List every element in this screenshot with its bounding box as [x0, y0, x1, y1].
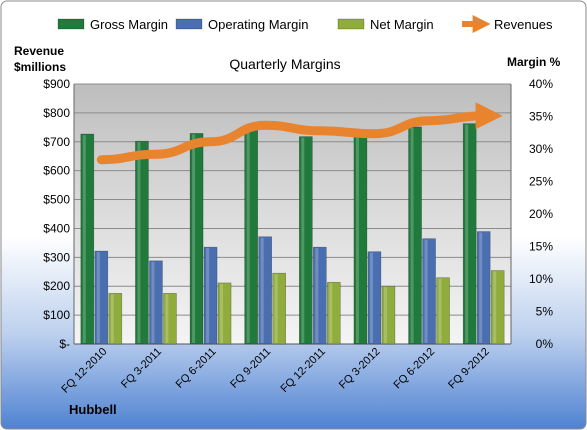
bar-gross-margin	[80, 133, 95, 345]
bar-highlight	[479, 232, 483, 343]
left-tick-label: $700	[43, 135, 70, 149]
right-tick-label: 30%	[529, 142, 553, 156]
bar-highlight	[465, 124, 469, 344]
legend-swatch	[175, 18, 203, 30]
bar-gross-margin	[353, 134, 368, 345]
bar-gross-margin	[299, 136, 313, 345]
bar-highlight	[206, 248, 210, 343]
revenue-point	[264, 124, 266, 126]
right-tick-label: 25%	[529, 175, 553, 189]
left-tick-label: $100	[43, 308, 70, 322]
chart-title: Quarterly Margins	[229, 56, 340, 72]
bar-net-margin	[163, 292, 177, 345]
bar-highlight	[192, 134, 196, 343]
bar-highlight	[493, 271, 497, 343]
bar-operating-margin	[203, 246, 218, 345]
bar-highlight	[355, 135, 359, 343]
right-tick-label: 10%	[529, 272, 553, 286]
revenue-line-path	[96, 102, 503, 165]
bar-net-margin	[327, 281, 341, 345]
bar-highlight	[315, 248, 319, 343]
bar-net-margin	[108, 292, 123, 345]
right-tick-label: 5%	[536, 305, 554, 319]
legend-swatch	[337, 18, 365, 30]
legend-label: Net Margin	[370, 17, 434, 32]
bar-highlight	[151, 261, 155, 343]
right-tick-label: 35%	[529, 110, 553, 124]
bar-highlight	[96, 252, 100, 343]
right-tick-label: 40%	[529, 77, 553, 91]
bar-gross-margin	[189, 133, 204, 345]
bar-net-margin	[381, 285, 396, 345]
bar-highlight	[329, 283, 333, 343]
left-tick-label: $800	[43, 106, 70, 120]
bar-highlight	[424, 239, 428, 343]
left-tick-label: $300	[43, 250, 70, 264]
left-tick-label: $-	[59, 337, 70, 351]
revenue-point	[210, 141, 212, 143]
bar-highlight	[220, 283, 224, 343]
right-tick-label: 0%	[536, 337, 554, 351]
bar-highlight	[110, 294, 114, 343]
bar-gross-margin	[408, 126, 422, 345]
bar-operating-margin	[476, 231, 491, 345]
left-tick-label: $200	[43, 279, 70, 293]
bar-highlight	[438, 278, 442, 343]
bar-operating-margin	[94, 250, 109, 345]
bar-net-margin	[272, 272, 286, 345]
bar-highlight	[137, 142, 141, 343]
bar-operating-margin	[258, 236, 272, 345]
revenue-point	[100, 159, 102, 161]
bar-highlight	[82, 135, 86, 343]
company-label: Hubbell	[69, 402, 117, 417]
bar-highlight	[383, 287, 387, 343]
bar-highlight	[260, 237, 264, 343]
bar-net-margin	[490, 270, 505, 345]
legend-label: Gross Margin	[90, 17, 168, 32]
legend-label: Operating Margin	[208, 17, 308, 32]
left-tick-label: $400	[43, 221, 70, 235]
bar-series	[80, 123, 505, 345]
left-tick-label: $900	[43, 77, 70, 91]
bar-gross-margin	[462, 123, 477, 345]
left-axis-label-line1: Revenue	[14, 44, 64, 58]
bar-operating-margin	[367, 251, 382, 345]
left-tick-label: $600	[43, 164, 70, 178]
bar-gross-margin	[244, 129, 258, 345]
right-tick-label: 20%	[529, 207, 553, 221]
bar-highlight	[410, 127, 414, 344]
revenue-point	[428, 120, 430, 122]
revenue-point	[319, 130, 321, 132]
revenue-line	[96, 102, 503, 165]
left-axis-label-line2: $millions	[14, 60, 66, 74]
legend: Gross Margin Operating Margin Net Margin Re…	[57, 15, 553, 33]
legend-label: Revenues	[494, 17, 553, 32]
right-tick-label: 15%	[529, 240, 553, 254]
bar-highlight	[246, 130, 250, 343]
left-tick-label: $500	[43, 193, 70, 207]
bar-highlight	[165, 294, 169, 343]
bar-operating-margin	[313, 246, 327, 345]
bar-highlight	[274, 274, 278, 343]
bar-operating-margin	[149, 260, 163, 345]
bar-highlight	[301, 137, 305, 343]
bar-highlight	[369, 252, 373, 343]
bar-net-margin	[436, 277, 450, 345]
bar-net-margin	[217, 282, 232, 345]
legend-swatch	[57, 18, 85, 30]
revenue-point	[155, 153, 157, 155]
bar-operating-margin	[422, 238, 436, 345]
bar-gross-margin	[135, 140, 149, 345]
revenue-point	[483, 115, 485, 117]
right-axis-label: Margin %	[507, 55, 561, 69]
revenue-point	[373, 133, 375, 135]
